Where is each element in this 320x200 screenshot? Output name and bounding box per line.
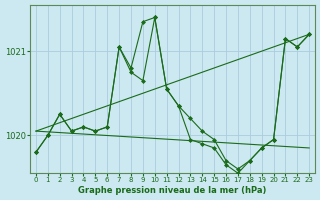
X-axis label: Graphe pression niveau de la mer (hPa): Graphe pression niveau de la mer (hPa)	[78, 186, 267, 195]
